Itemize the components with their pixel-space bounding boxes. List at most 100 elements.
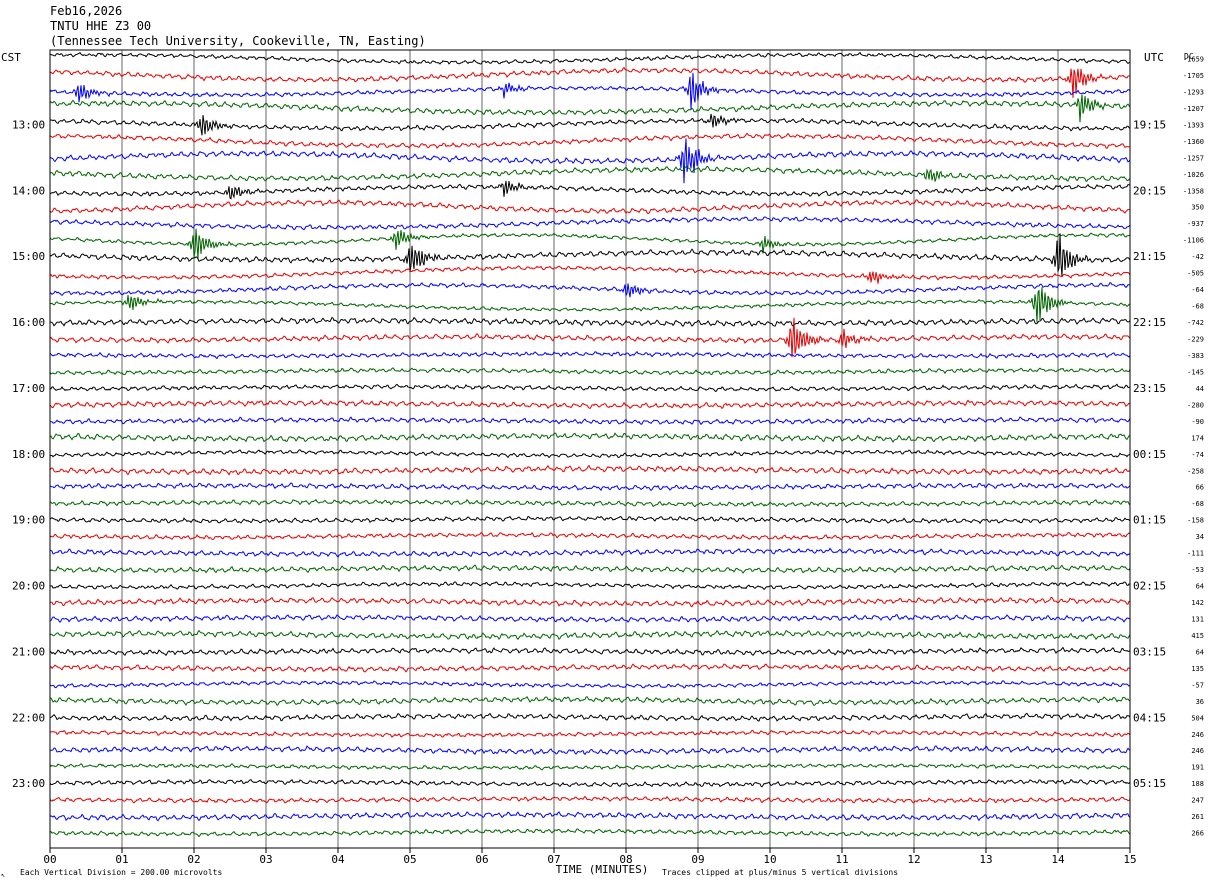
left-hour-label: 17:00 (12, 382, 45, 395)
dc-offset-label: 504 (1191, 714, 1204, 722)
trace-line (49, 233, 1131, 277)
x-tick-label: 15 (1123, 853, 1136, 866)
dc-offset-label: -158 (1187, 517, 1204, 525)
x-tick-label: 13 (979, 853, 992, 866)
trace-line (49, 464, 1131, 476)
dc-offset-label: -53 (1191, 566, 1204, 574)
right-hour-label: 05:15 (1133, 777, 1166, 790)
right-hour-label: 21:15 (1133, 250, 1166, 263)
dc-offset-label: -68 (1191, 303, 1204, 311)
dc-offset-label: -937 (1187, 220, 1204, 228)
dc-offset-label: -90 (1191, 418, 1204, 426)
trace-line (49, 663, 1131, 673)
dc-offset-label: -383 (1187, 352, 1204, 360)
right-hour-label: 22:15 (1133, 316, 1166, 329)
trace-line (49, 383, 1131, 393)
trace-line (49, 795, 1131, 804)
dc-offset-label: 261 (1191, 813, 1204, 821)
right-timezone-label: UTC (1144, 51, 1164, 64)
x-tick-label: 06 (475, 853, 488, 866)
trace-line (49, 680, 1131, 689)
dc-offset-label: -1257 (1183, 154, 1204, 162)
trace-line (49, 317, 1131, 358)
right-hour-label: 03:15 (1133, 645, 1166, 658)
trace-line (49, 199, 1131, 215)
left-hour-label: 22:00 (12, 711, 45, 724)
x-tick-label: 12 (907, 853, 920, 866)
x-tick-label: 10 (763, 853, 776, 866)
clip-note: Traces clipped at plus/minus 5 vertical … (662, 868, 898, 877)
trace-line (49, 449, 1131, 459)
dc-offset-label: -68 (1191, 500, 1204, 508)
trace-line (49, 398, 1131, 410)
trace-line (49, 531, 1131, 541)
dc-offset-label: 44 (1196, 385, 1204, 393)
trace-line (49, 581, 1131, 591)
trace-line (49, 547, 1131, 558)
x-tick-label: 07 (547, 853, 560, 866)
dc-offset-label: -1393 (1183, 121, 1204, 129)
dc-offset-label: 66 (1196, 484, 1204, 492)
dc-offset-label: -1106 (1183, 237, 1204, 245)
trace-line (49, 745, 1131, 756)
corner-mark: ↖ (1, 871, 5, 879)
trace-line (49, 811, 1131, 822)
dc-offset-label: -74 (1191, 451, 1204, 459)
right-hour-label: 20:15 (1133, 184, 1166, 197)
location-label: (Tennessee Tech University, Cookeville, … (50, 34, 426, 48)
trace-line (49, 646, 1131, 657)
dc-offset-label: -111 (1187, 550, 1204, 558)
right-hour-label: 04:15 (1133, 711, 1166, 724)
axis-labels: CST UTC DC 13:00 14:00 15:00 16:00 17:00 18:00 19… (1, 51, 1204, 879)
trace-line (49, 712, 1131, 722)
trace-line (49, 729, 1131, 738)
dc-offset-label: -1705 (1183, 72, 1204, 80)
trace-line (49, 66, 1131, 98)
trace-line (49, 94, 1131, 123)
dc-offset-label: 415 (1191, 632, 1204, 640)
date-label: Feb16,2026 (50, 4, 123, 18)
trace-line (50, 695, 1131, 707)
dc-offset-label: -1293 (1183, 88, 1204, 96)
dc-offset-label: 36 (1196, 698, 1204, 706)
dc-offset-label: -64 (1191, 286, 1204, 294)
dc-offset-label: 246 (1191, 731, 1204, 739)
left-hour-label: 16:00 (12, 316, 45, 329)
trace-line (49, 367, 1131, 376)
dc-offset-label: 247 (1191, 797, 1204, 805)
scale-note: Each Vertical Division = 200.00 microvol… (20, 868, 222, 877)
trace-line (49, 216, 1131, 231)
station-label: TNTU HHE Z3 00 (50, 19, 152, 33)
dc-offset-label: 64 (1196, 583, 1204, 591)
trace-line (49, 515, 1131, 525)
left-hour-label: 20:00 (12, 580, 45, 593)
left-hour-label: 15:00 (12, 250, 45, 263)
dc-offset-label: 266 (1191, 830, 1204, 838)
trace-line (49, 778, 1131, 788)
x-tick-label: 04 (331, 853, 345, 866)
left-hour-label: 18:00 (12, 448, 45, 461)
trace-line (49, 287, 1131, 323)
trace-line (49, 596, 1131, 608)
trace-line (49, 350, 1131, 360)
x-tick-label: 00 (43, 853, 56, 866)
dc-offset-label: 350 (1191, 204, 1204, 212)
right-hour-label: 23:15 (1133, 382, 1166, 395)
trace-line (49, 132, 1131, 150)
right-hour-label: 00:15 (1133, 448, 1166, 461)
dc-offset-label: -229 (1187, 336, 1204, 344)
trace-line (49, 629, 1131, 640)
trace-line (49, 498, 1131, 508)
dc-offset-label: -258 (1187, 467, 1204, 475)
trace-line (49, 828, 1131, 838)
x-tick-label: 05 (403, 853, 416, 866)
dc-offset-label: -280 (1187, 401, 1204, 409)
plot-frame (49, 49, 1131, 849)
trace-line (49, 228, 1131, 259)
trace-line (49, 72, 1131, 110)
left-hour-label: 14:00 (12, 184, 45, 197)
left-timezone-label: CST (1, 51, 21, 64)
dc-offset-label: -145 (1187, 368, 1204, 376)
trace-line (49, 316, 1131, 327)
